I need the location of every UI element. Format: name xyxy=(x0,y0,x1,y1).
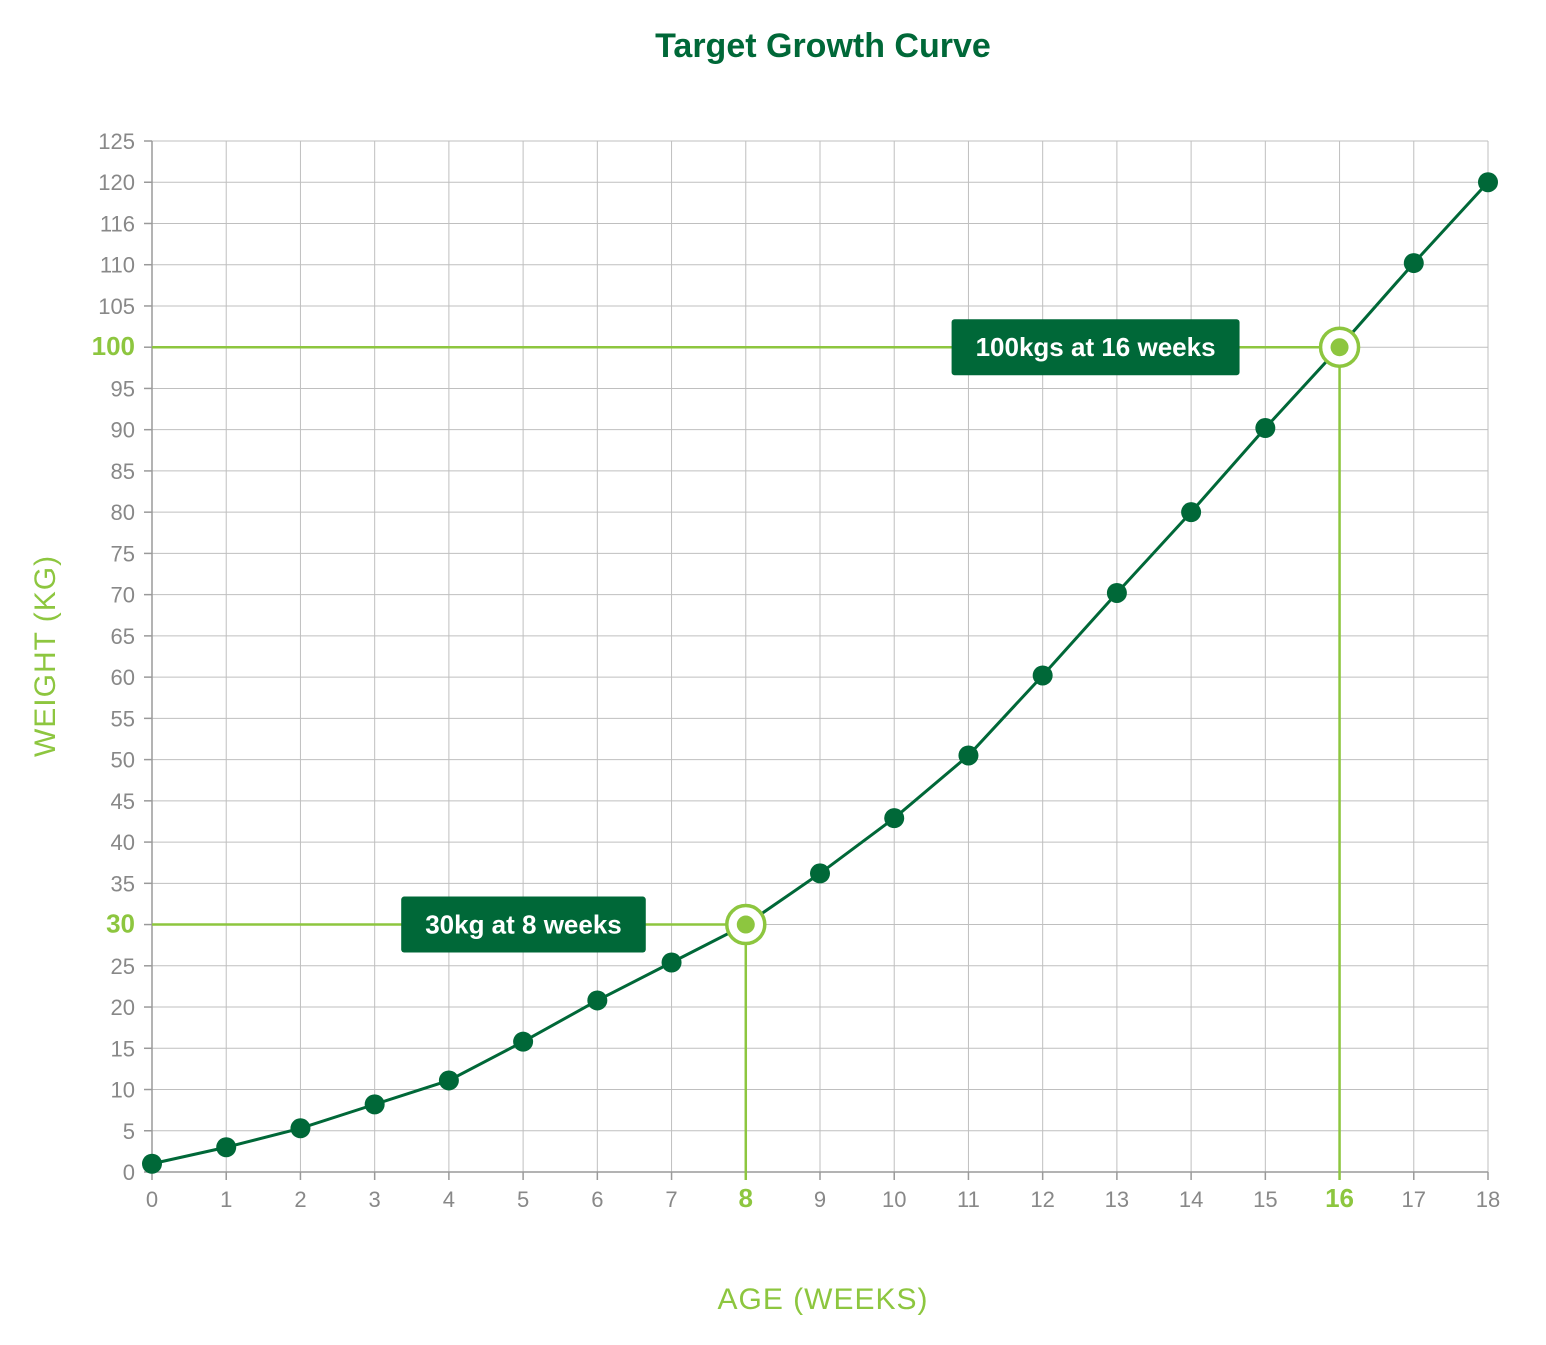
grid xyxy=(152,140,1489,1172)
y-tick-label: 65 xyxy=(111,624,135,649)
y-tick-label: 20 xyxy=(111,995,135,1020)
x-tick-label: 5 xyxy=(517,1187,529,1212)
tick-labels: 0 1 2 3 4 5 6 7 8 9 10 11 12 13 14 15 16 17 18051015202530… xyxy=(92,129,1501,1213)
data-point xyxy=(661,952,682,973)
y-tick-label: 90 xyxy=(111,418,135,443)
data-point xyxy=(1255,418,1276,439)
callouts: 30kg at 8 weeks 100kgs at 16 weeks xyxy=(401,319,1240,953)
data-point xyxy=(290,1118,311,1139)
x-tick-label: 12 xyxy=(1030,1187,1054,1212)
x-tick-label: 0 xyxy=(146,1187,158,1212)
x-tick-label: 10 xyxy=(882,1187,906,1212)
y-tick-label-highlight: 100 xyxy=(92,331,135,361)
highlight-point xyxy=(1330,338,1349,357)
x-tick-label: 3 xyxy=(369,1187,381,1212)
x-axis-title: AGE (WEEKS) xyxy=(717,1283,928,1316)
x-tick-label: 15 xyxy=(1253,1187,1277,1212)
data-point xyxy=(1478,172,1498,193)
x-tick-label: 2 xyxy=(294,1187,306,1212)
y-tick-label: 35 xyxy=(111,871,135,896)
x-tick-label: 18 xyxy=(1476,1187,1500,1212)
data-point xyxy=(1403,253,1424,274)
x-tick-label-highlight: 16 xyxy=(1325,1183,1354,1213)
y-tick-label: 125 xyxy=(98,129,135,154)
y-tick-label: 45 xyxy=(111,789,135,814)
y-tick-label: 50 xyxy=(111,748,135,773)
callout: 30kg at 8 weeks xyxy=(401,896,646,953)
y-tick-label: 55 xyxy=(111,706,135,731)
data-point xyxy=(958,745,979,766)
data-point xyxy=(1032,665,1053,686)
callout-box xyxy=(401,896,646,953)
y-tick-label: 110 xyxy=(100,253,135,278)
y-tick-label: 120 xyxy=(98,170,135,195)
x-tick-label: 9 xyxy=(814,1187,826,1212)
callout-label: 100kgs at 16 weeks xyxy=(976,332,1216,362)
y-tick-label: 85 xyxy=(111,459,135,484)
axes xyxy=(144,140,1489,1180)
data-point xyxy=(810,863,830,884)
y-axis-title: WEIGHT (KG) xyxy=(29,555,62,757)
highlight-point xyxy=(736,915,755,934)
x-tick-label: 6 xyxy=(591,1187,603,1212)
data-point xyxy=(884,808,905,829)
x-tick-label: 1 xyxy=(220,1187,232,1212)
data-point xyxy=(513,1031,534,1052)
y-tick-label: 75 xyxy=(111,541,135,566)
y-tick-label: 95 xyxy=(111,376,135,401)
y-tick-label: 10 xyxy=(111,1078,135,1103)
y-tick-label: 15 xyxy=(111,1036,135,1061)
y-tick-label: 5 xyxy=(123,1119,135,1144)
y-tick-label: 25 xyxy=(111,954,135,979)
data-point xyxy=(142,1153,162,1174)
data-point xyxy=(1181,502,1202,523)
data-point xyxy=(1106,582,1127,603)
data-point xyxy=(216,1137,237,1158)
y-tick-label: 0 xyxy=(123,1160,135,1185)
x-tick-label: 13 xyxy=(1105,1187,1129,1212)
y-tick-label: 116 xyxy=(100,211,135,236)
x-tick-label-highlight: 8 xyxy=(739,1183,753,1213)
y-tick-label-highlight: 30 xyxy=(106,909,135,939)
series xyxy=(142,172,1498,1174)
y-tick-label: 105 xyxy=(98,294,135,319)
data-point xyxy=(364,1094,385,1115)
x-tick-label: 11 xyxy=(957,1187,980,1212)
x-tick-label: 17 xyxy=(1402,1187,1426,1212)
y-tick-label: 80 xyxy=(111,500,135,525)
data-point xyxy=(438,1070,459,1091)
y-tick-label: 60 xyxy=(111,665,135,690)
y-tick-label: 40 xyxy=(111,830,135,855)
x-tick-label: 14 xyxy=(1179,1187,1203,1212)
callout-box xyxy=(951,319,1240,376)
x-tick-label: 7 xyxy=(665,1187,677,1212)
callout: 100kgs at 16 weeks xyxy=(951,319,1240,376)
callout-label: 30kg at 8 weeks xyxy=(425,910,622,940)
x-tick-label: 4 xyxy=(443,1187,455,1212)
chart-title: Target Growth Curve xyxy=(655,27,991,65)
data-point xyxy=(587,990,608,1011)
y-tick-label: 70 xyxy=(111,583,135,608)
